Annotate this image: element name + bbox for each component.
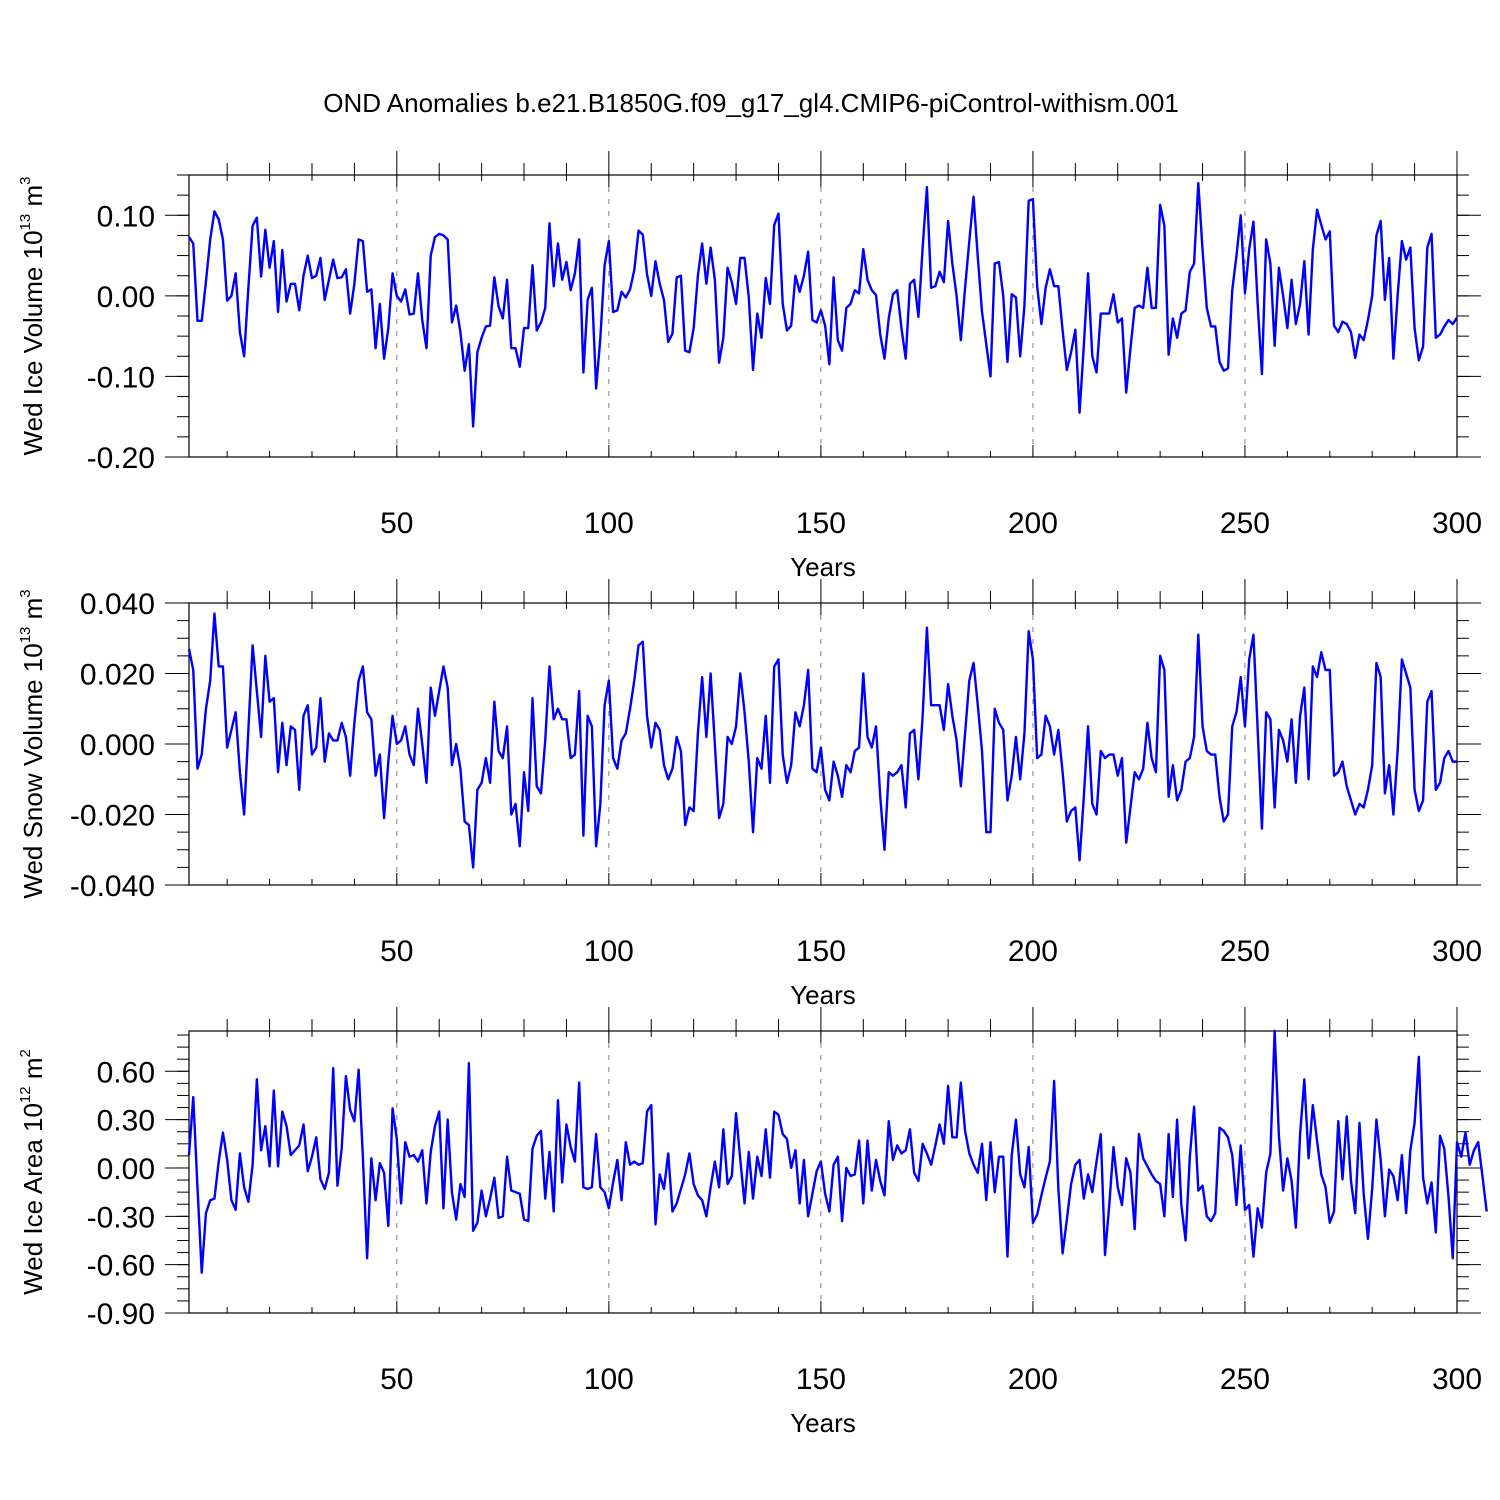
y-tick-label: -0.10 (87, 361, 155, 394)
y-tick-label: 0.00 (97, 1153, 155, 1186)
plot-frame (188, 602, 1458, 886)
y-tick-label: 0.30 (97, 1105, 155, 1138)
y-axis-label: Wed Ice Area 1012 m2 (17, 1049, 48, 1295)
y-axis-label-unit: m (18, 185, 48, 214)
series-line (187, 1029, 1488, 1274)
y-axis-label-unit-exp: 3 (17, 177, 34, 185)
y-axis-label: Wed Ice Volume 1013 m3 (17, 177, 48, 456)
x-tick-label: 250 (1220, 507, 1270, 540)
x-axis-label: Years (790, 1408, 856, 1438)
y-tick-label: 0.10 (97, 200, 155, 233)
y-axis-label: Wed Snow Volume 1013 m3 (17, 589, 48, 898)
y-axis-label-exp: 12 (17, 1086, 34, 1103)
x-tick-label: 150 (796, 1363, 846, 1396)
y-axis-label-unit: m (18, 598, 48, 627)
x-axis-label: Years (790, 552, 856, 582)
y-tick-label: -0.040 (70, 870, 155, 903)
y-tick-label: -0.20 (87, 442, 155, 475)
y-axis-label-main: Wed Ice Volume 10 (18, 230, 48, 455)
x-tick-label: 200 (1008, 1363, 1058, 1396)
panel-3: 0.60 0.30 0.00 -0.30 -0.60 -0.90 50 100 150 200 25… (17, 1007, 1488, 1438)
x-tick-label: 250 (1220, 1363, 1270, 1396)
x-tick-label: 150 (796, 935, 846, 968)
y-axis-label-main: Wed Ice Area 10 (18, 1103, 48, 1295)
y-axis-label-main: Wed Snow Volume 10 (18, 643, 48, 898)
y-tick-label: 0.00 (97, 281, 155, 314)
y-tick-label: -0.60 (87, 1250, 155, 1283)
x-tick-label: 300 (1432, 1363, 1482, 1396)
x-tick-label: 250 (1220, 935, 1270, 968)
x-tick-label: 150 (796, 507, 846, 540)
x-axis-label: Years (790, 980, 856, 1010)
y-axis-label-unit-exp: 2 (17, 1049, 34, 1057)
y-axis-label-unit-exp: 3 (17, 589, 34, 597)
x-tick-label: 200 (1008, 935, 1058, 968)
chart-title: OND Anomalies b.e21.B1850G.f09_g17_gl4.C… (323, 88, 1179, 118)
x-tick-label: 100 (584, 935, 634, 968)
x-tick-label: 50 (380, 935, 413, 968)
plot-frame (188, 174, 1458, 458)
y-tick-label: 0.000 (80, 729, 155, 762)
x-tick-label: 50 (380, 1363, 413, 1396)
x-tick-label: 300 (1432, 935, 1482, 968)
series-line (187, 612, 1457, 869)
y-tick-label: -0.30 (87, 1201, 155, 1234)
x-tick-label: 100 (584, 1363, 634, 1396)
y-tick-label: 0.020 (80, 659, 155, 692)
y-tick-label: -0.90 (87, 1298, 155, 1331)
x-tick-label: 300 (1432, 507, 1482, 540)
y-tick-label: -0.020 (70, 800, 155, 833)
x-tick-label: 50 (380, 507, 413, 540)
x-tick-label: 200 (1008, 507, 1058, 540)
x-tick-label: 100 (584, 507, 634, 540)
series-line (187, 181, 1459, 428)
y-tick-label: 0.040 (80, 588, 155, 621)
y-axis-label-exp: 13 (17, 627, 34, 644)
panel-1: 0.10 0.00 -0.10 -0.20 50 100 150 200 250 300 Years… (17, 151, 1482, 582)
panel-2: 0.040 0.020 0.000 -0.020 -0.040 50 100 150 200 25… (17, 579, 1482, 1010)
y-axis-label-exp: 13 (17, 214, 34, 231)
y-tick-label: 0.60 (97, 1056, 155, 1089)
y-axis-label-unit: m (18, 1058, 48, 1087)
